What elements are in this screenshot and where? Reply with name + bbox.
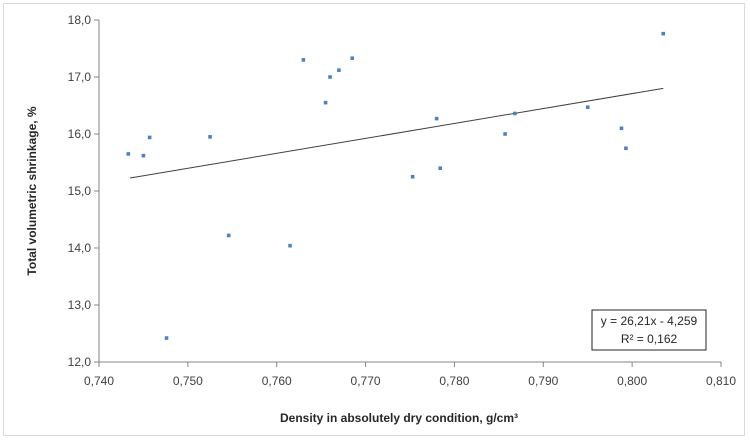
data-point xyxy=(410,174,415,179)
data-point xyxy=(226,233,231,238)
data-point xyxy=(126,152,131,156)
y-tick-label: 17,0 xyxy=(68,70,92,84)
data-point xyxy=(350,56,355,60)
data-point xyxy=(438,166,443,170)
data-point xyxy=(301,58,306,62)
y-tick-label: 14,0 xyxy=(68,241,92,255)
data-point xyxy=(323,100,328,105)
data-point xyxy=(288,243,292,248)
data-point xyxy=(513,111,517,116)
y-tick-label: 13,0 xyxy=(68,298,92,312)
x-tick-label: 0,740 xyxy=(84,374,114,388)
x-tick-label: 0,770 xyxy=(351,374,381,388)
y-tick-label: 12,0 xyxy=(68,355,92,369)
y-axis-title: Total volumetric shrinkage, % xyxy=(25,106,39,275)
trendline-equation: y = 26,21x - 4,259 xyxy=(601,314,698,328)
plot-area: 12,0 13,0 14,0 15,0 16,0 17,0 18,0 0,740 0,750 0,… xyxy=(68,13,737,388)
data-point xyxy=(585,105,590,110)
data-point xyxy=(328,75,332,79)
data-point xyxy=(141,153,146,158)
x-tick-label: 0,780 xyxy=(439,374,469,388)
trendline xyxy=(130,87,664,179)
data-point xyxy=(624,146,628,151)
trendline-r-squared: R² = 0,162 xyxy=(621,332,678,346)
x-axis-title: Density in absolutely dry condition, g/c… xyxy=(280,411,518,425)
chart-frame xyxy=(3,3,745,436)
data-point xyxy=(337,68,341,72)
equation-box-border xyxy=(591,309,707,351)
data-point xyxy=(661,31,666,36)
data-point xyxy=(503,132,507,136)
data-point xyxy=(434,116,439,121)
y-tick-label: 18,0 xyxy=(68,13,92,27)
data-point xyxy=(147,135,152,140)
x-tick-label: 0,750 xyxy=(173,374,203,388)
x-tick-label: 0,760 xyxy=(262,374,292,388)
trendline-equation-box: y = 26,21x - 4,259 R² = 0,162 xyxy=(591,309,707,351)
y-tick-label: 16,0 xyxy=(68,127,92,141)
x-tick-label: 0,810 xyxy=(706,374,736,388)
x-tick-label: 0,800 xyxy=(617,374,647,388)
data-point xyxy=(164,336,169,340)
data-point xyxy=(619,126,624,131)
data-point xyxy=(208,135,212,139)
y-tick-label: 15,0 xyxy=(68,184,92,198)
x-tick-label: 0,790 xyxy=(528,374,558,388)
